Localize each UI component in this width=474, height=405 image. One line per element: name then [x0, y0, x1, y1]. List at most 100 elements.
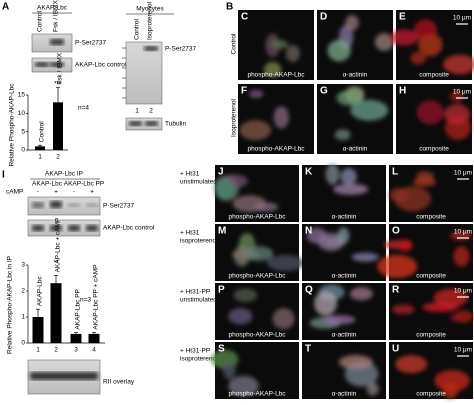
bar: [35, 146, 45, 150]
cells: [213, 174, 279, 213]
cell: [232, 195, 267, 213]
rotated-label: Control: [39, 121, 46, 143]
cell: [340, 168, 357, 185]
rotated-label: Isoproterenol: [147, 2, 154, 40]
panel-letter: F: [241, 86, 247, 97]
band: [50, 201, 62, 208]
band: [144, 46, 158, 51]
bar: [50, 283, 62, 343]
cell: [244, 246, 274, 262]
panel-letter: H: [399, 86, 406, 97]
panel-caption: composite: [416, 391, 446, 398]
cells: [264, 33, 300, 78]
cells: [334, 86, 389, 141]
cell: [349, 287, 374, 301]
bar: [70, 333, 82, 343]
panel-caption: α-actinin: [332, 391, 357, 398]
cells: [231, 232, 305, 271]
panel-letter: O: [392, 226, 400, 237]
panel-caption: α-actinin: [332, 332, 357, 339]
rotated-label: Relative Phospho-AKAP-Lbc in IP: [7, 256, 14, 354]
band: [30, 372, 98, 380]
cell: [350, 99, 389, 121]
cell: [239, 120, 272, 141]
panel-letter: N: [305, 226, 312, 237]
cell: [338, 355, 373, 370]
cell: [398, 239, 413, 252]
row-condition: + Ht31: [180, 230, 200, 237]
cell: [266, 254, 305, 271]
lane-number: 1: [135, 108, 139, 115]
cell: [333, 183, 369, 195]
panel-letter: L: [392, 167, 398, 178]
bar: [53, 102, 63, 150]
bar: [88, 333, 100, 343]
cell: [413, 19, 437, 40]
panel-caption: α-actinin: [332, 273, 357, 280]
row-state: unstimulated: [180, 179, 217, 186]
rotated-label: AKAP-Lbc PP + cAMP: [93, 265, 100, 330]
cells: [390, 19, 474, 75]
band: [32, 202, 44, 208]
lane-number: 2: [149, 108, 153, 115]
n-label: n=3: [80, 297, 91, 304]
band: [32, 225, 44, 231]
cells: [395, 355, 470, 399]
panel-letter: T: [305, 344, 311, 355]
cells: [306, 227, 379, 262]
row-condition: + Ht31: [180, 171, 200, 178]
band: [68, 225, 80, 231]
cell: [306, 227, 328, 244]
row-state: unstimulated: [180, 297, 217, 304]
band: [50, 62, 64, 67]
row-condition: + Ht31-PP: [180, 348, 210, 355]
label: AKAP-Lbc control: [103, 225, 155, 232]
rotated-label: Control: [37, 10, 44, 32]
panel-caption: α-actinin: [343, 146, 368, 153]
cell: [345, 15, 359, 31]
row-state: isoproterenol: [180, 238, 218, 245]
cell: [351, 252, 379, 262]
label: P-Ser2737: [103, 203, 134, 210]
y-tick-label: 2: [21, 288, 25, 295]
cell: [337, 227, 350, 245]
cell: [233, 288, 258, 302]
cells: [228, 288, 295, 330]
y-tick-label: 0: [21, 147, 25, 154]
cell: [314, 291, 337, 316]
blot-title: Myocytes: [136, 6, 164, 13]
x-tick-label: 2: [56, 154, 60, 161]
cells: [389, 171, 436, 212]
y-tick-label: 15: [18, 92, 26, 99]
cell: [271, 39, 289, 49]
band: [86, 225, 98, 231]
y-tick-label: 1: [21, 314, 25, 321]
scale-label: 10 μm: [454, 170, 472, 177]
cell: [416, 171, 434, 182]
cell: [273, 106, 290, 129]
cell: [395, 355, 428, 374]
rotated-label: AKAP-Lbc: [37, 275, 44, 306]
band: [86, 203, 98, 207]
cell: [449, 313, 463, 322]
cell: [391, 304, 415, 315]
treatment-sign: -: [73, 189, 75, 196]
panel-letter: I: [2, 170, 5, 181]
label: P-Ser2737: [165, 46, 196, 53]
panel-caption: composite: [419, 146, 449, 153]
cell: [336, 90, 362, 106]
cells: [391, 288, 474, 323]
band: [50, 39, 64, 45]
panel-letter: M: [218, 226, 226, 237]
cell: [222, 361, 236, 380]
panel-caption: phospho-AKAP-Lbc: [228, 214, 286, 221]
band: [129, 121, 142, 126]
treatment-sign: +: [90, 189, 94, 196]
panel-caption: composite: [416, 273, 446, 280]
scale-label: 10 μm: [454, 229, 472, 236]
panel-letter: U: [392, 344, 399, 355]
rotated-label: AKAP-Lbc + cAMP: [55, 218, 62, 273]
scale-label: 10 μm: [454, 347, 472, 354]
cell: [443, 54, 474, 75]
y-tick-label: 3: [21, 262, 25, 269]
